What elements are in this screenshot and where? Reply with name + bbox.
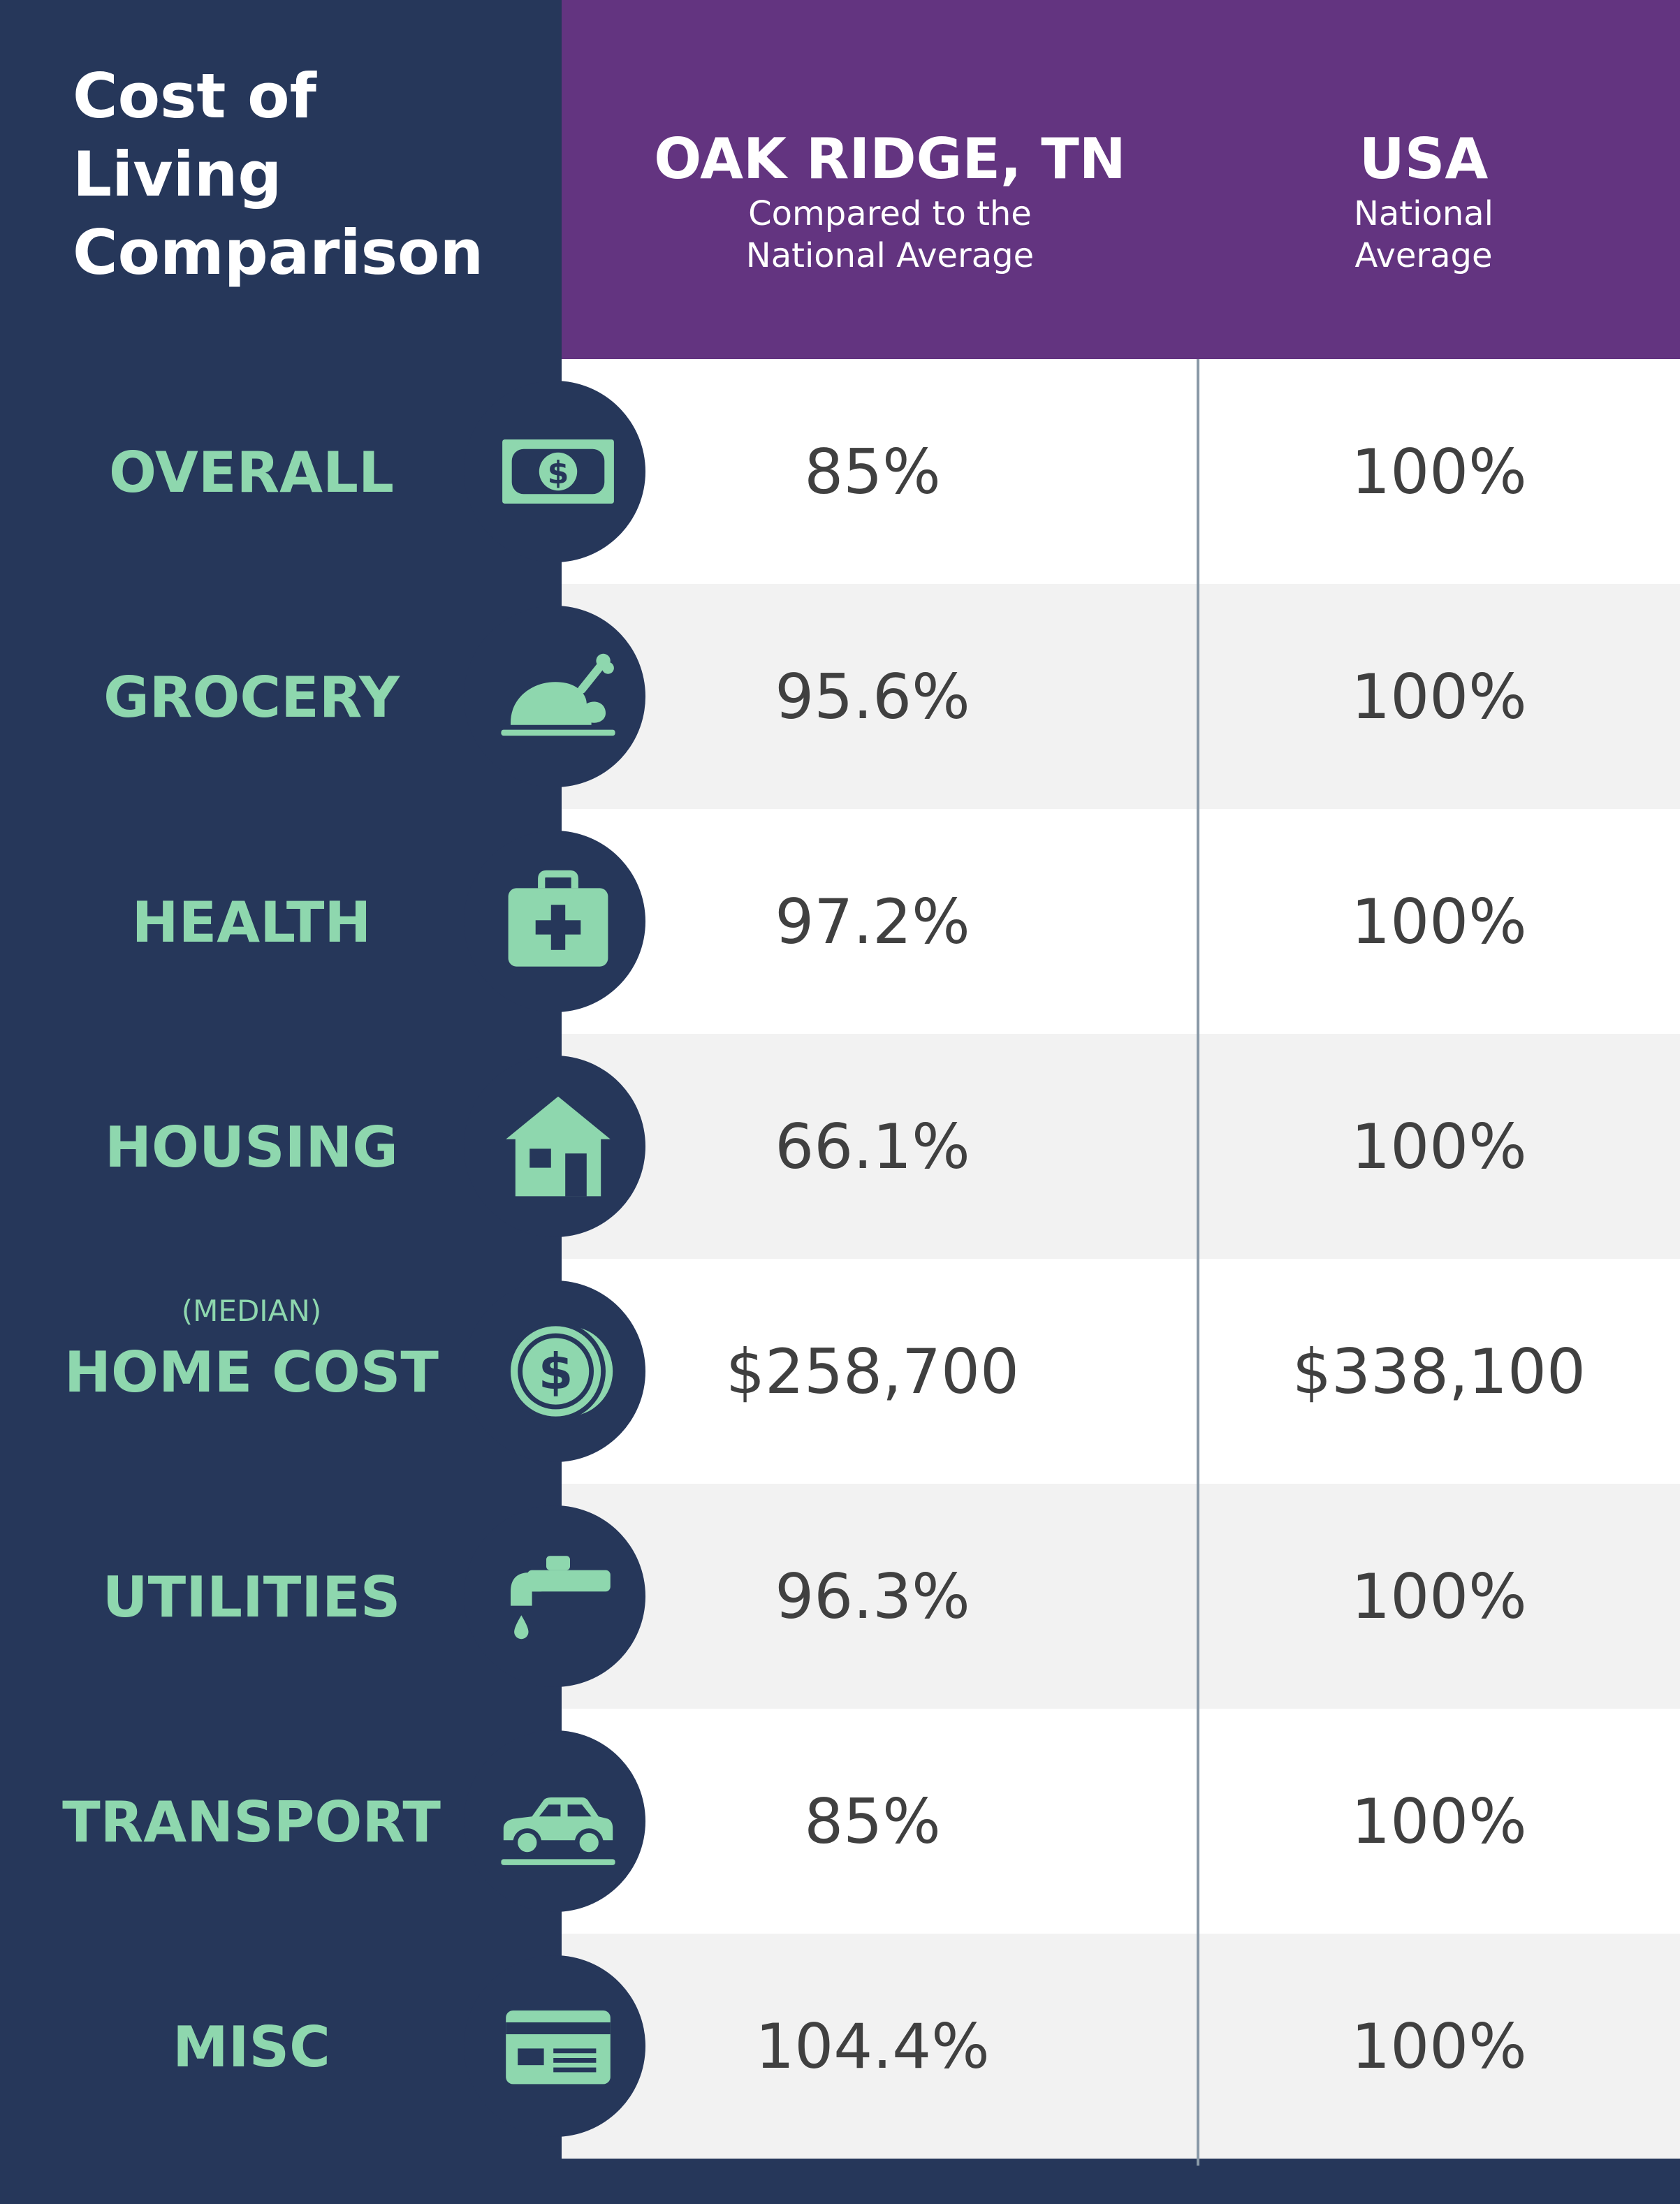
table-row: 97.2% 100% [562, 809, 1680, 1034]
title-line-2: Living [73, 138, 282, 210]
usa-value: 100% [1351, 1785, 1527, 1858]
dollar-bill-icon: $ [502, 439, 614, 504]
usa-value: 100% [1351, 435, 1527, 508]
row-label-misc: MISC [173, 2015, 330, 2080]
usa-value: 100% [1351, 1110, 1527, 1183]
water-faucet-icon [511, 1556, 611, 1640]
oak-ridge-value: 85% [804, 435, 941, 508]
row-label-housing: HOUSING [105, 1115, 398, 1180]
usa-header-subtitle: National Average [1353, 194, 1493, 275]
row-label-home-cost: HOME COST [64, 1340, 439, 1405]
usa-header-title: USA [1359, 126, 1489, 191]
table-row: 85% 100% [562, 359, 1680, 584]
row-label-overall: OVERALL [109, 440, 394, 505]
oak-ridge-value: 97.2% [775, 885, 970, 958]
title-line-1: Cost of [73, 60, 316, 132]
house-icon [506, 1096, 611, 1197]
column-header-bar [562, 0, 1680, 359]
oak-ridge-header-title: OAK RIDGE, TN [654, 126, 1126, 191]
page-title: Cost of Living Comparison [73, 57, 534, 292]
table-row: 95.6% 100% [562, 584, 1680, 809]
dollar-coin-icon: $ [506, 1321, 613, 1422]
title-line-3: Comparison [73, 217, 484, 289]
row-label-utilities: UTILITIES [102, 1565, 401, 1630]
row-sublabel-median: (MEDIAN) [181, 1294, 322, 1328]
medical-kit-icon [508, 870, 608, 967]
oak-ridge-value: 95.6% [775, 660, 970, 733]
icon-badge [464, 1505, 645, 1687]
column-divider [1197, 359, 1199, 2166]
row-label-grocery: GROCERY [103, 665, 400, 730]
oak-ridge-header-subtitle: Compared to the National Average [745, 194, 1035, 275]
oak-ridge-value: 85% [804, 1785, 941, 1858]
credit-card-icon [506, 2010, 611, 2085]
roast-chicken-icon [501, 653, 615, 736]
usa-value: 100% [1351, 2010, 1527, 2082]
oak-ridge-value: 104.4% [755, 2010, 990, 2082]
table-row: 96.3% 100% [562, 1484, 1680, 1709]
row-label-health: HEALTH [131, 890, 372, 955]
row-label-transport: TRANSPORT [62, 1790, 441, 1855]
car-icon [501, 1797, 615, 1865]
table-row: $258,700 $338,100 [562, 1259, 1680, 1484]
oak-ridge-value: 66.1% [775, 1110, 970, 1183]
oak-ridge-value: 96.3% [775, 1560, 970, 1633]
svg-text:$: $ [539, 1343, 574, 1401]
usa-column-header: USA National Average [1197, 126, 1650, 277]
comparison-table: 85% 100% 95.6% 100% 97.2% 100% 66.1% 100… [562, 359, 1680, 2166]
table-row: 85% 100% [562, 1709, 1680, 1934]
usa-value: 100% [1351, 1560, 1527, 1633]
oak-ridge-value: $258,700 [726, 1335, 1019, 1408]
table-row: 104.4% 100% [562, 1934, 1680, 2159]
usa-value: $338,100 [1292, 1335, 1586, 1408]
usa-value: 100% [1351, 660, 1527, 733]
usa-value: 100% [1351, 885, 1527, 958]
svg-text:$: $ [548, 455, 569, 491]
table-row: 66.1% 100% [562, 1034, 1680, 1259]
oak-ridge-column-header: OAK RIDGE, TN Compared to the National A… [562, 126, 1218, 277]
